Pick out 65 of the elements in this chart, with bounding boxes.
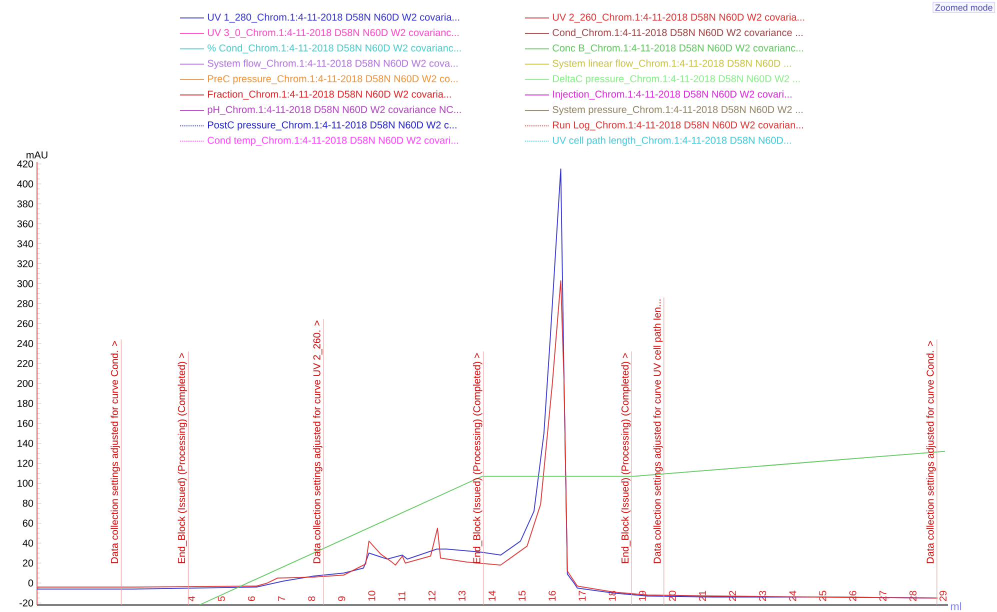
- ref-line-label: End_Block (Issued) (Processing) (Completed) >: [473, 353, 482, 564]
- y-tick-label: 200: [17, 380, 34, 388]
- y-tick-label: 140: [18, 440, 34, 447]
- y-tick-label: 0: [28, 580, 34, 587]
- legend-label: PostC pressure_Chrom.1:4-11-2018 D58N N60D W2 c...: [208, 121, 456, 130]
- x-tick-label: 12: [428, 590, 436, 601]
- x-tick-label: 14: [488, 590, 496, 601]
- legend-label: DeltaC pressure_Chrom.1:4-11-2018 D58N N60D W2 ...: [553, 74, 800, 84]
- y-tick-label: 420: [17, 160, 34, 168]
- ref-line-label: Data collection settings adjusted for curve Cond. >: [926, 341, 936, 564]
- legend-label: System linear flow_Chrom.1:4-11-2018 D58N N60D ...: [552, 60, 791, 69]
- legend-label: UV 3_0_Chrom.1:4-11-2018 D58N N60D W2 covarianc...: [208, 28, 459, 38]
- text: Zoomed mode: [935, 4, 992, 11]
- x-tick-label: 9: [338, 596, 346, 601]
- y-tick-label: -20: [20, 599, 34, 607]
- y-tick-label: 380: [17, 200, 34, 208]
- y-tick-label: 160: [18, 420, 34, 427]
- y-tick-label: 180: [18, 400, 34, 407]
- legend-label: Fraction_Chrom.1:4-11-2018 D58N N60D W2 covaria...: [208, 90, 451, 100]
- y-tick-label: 60: [22, 520, 34, 527]
- y-tick-label: 240: [17, 340, 34, 348]
- legend-label: Injection_Chrom.1:4-11-2018 D58N N60D W2 covari...: [553, 90, 792, 100]
- x-axis-title: ml: [950, 602, 962, 610]
- y-tick-label: 120: [18, 460, 34, 467]
- ref-line-label: End_Block (Issued) (Processing) (Completed) >: [621, 353, 631, 564]
- legend-label: Cond_Chrom.1:4-11-2018 D58N N60D W2 covariance ...: [552, 28, 802, 38]
- y-tick-label: 260: [17, 320, 34, 328]
- y-tick-label: 320: [17, 260, 34, 268]
- y-tick-label: 220: [17, 360, 34, 368]
- ref-line-label: Data collection settings adjusted for curve Cond. >: [110, 341, 120, 564]
- legend-label: UV cell path length_Chrom.1:4-11-2018 D58N N60D...: [552, 136, 791, 146]
- y-tick-label: 300: [17, 280, 34, 288]
- legend-label: UV 2_260_Chrom.1:4-11-2018 D58N N60D W2 covaria...: [552, 13, 804, 23]
- legend-label: System pressure_Chrom.1:4-11-2018 D58N N60D W2 ...: [552, 106, 802, 116]
- ref-line-label: End_Block (Issued) (Processing) (Completed) >: [178, 353, 188, 564]
- y-tick-label: 20: [22, 560, 34, 567]
- legend-label: pH_Chrom.1:4-11-2018 D58N N60D W2 covariance NC...: [208, 106, 461, 116]
- x-tick-label: 16: [548, 590, 556, 601]
- y-tick-label: 80: [22, 500, 34, 507]
- x-tick-label: 6: [248, 596, 256, 601]
- legend-label: PreC pressure_Chrom.1:4-11-2018 D58N N60D W2 co...: [208, 74, 458, 84]
- legend-label: Cond temp_Chrom.1:4-11-2018 D58N N60D W2 covari...: [208, 136, 458, 146]
- x-tick-label: 29: [939, 590, 947, 601]
- ref-line-label: Data collection settings adjusted for curve UV cell path len...: [653, 300, 663, 564]
- y-tick-label: 280: [17, 300, 34, 308]
- legend-label: Run Log_Chrom.1:4-11-2018 D58N N60D W2 covarian...: [553, 121, 804, 130]
- legend-label: Conc B_Chrom.1:4-11-2018 D58N N60D W2 covarianc...: [552, 44, 804, 54]
- x-tick-label: 15: [518, 590, 526, 601]
- x-tick-label: 11: [398, 592, 406, 601]
- x-tick-label: 13: [458, 590, 466, 601]
- legend-label: % Cond_Chrom.1:4-11-2018 D58N N60D W2 covarianc...: [208, 44, 461, 54]
- y-tick-label: 360: [17, 220, 34, 228]
- x-tick-label: 10: [368, 590, 376, 601]
- ref-line-label: Data collection settings adjusted for curve UV 2_260. >: [313, 320, 322, 564]
- y-tick-label: 100: [18, 480, 34, 487]
- x-tick-label: 8: [308, 596, 316, 602]
- y-tick-label: 40: [22, 540, 34, 547]
- legend-label: System flow_Chrom.1:4-11-2018 D58N N60D W2 cova...: [208, 60, 458, 69]
- x-tick-label: 17: [578, 590, 586, 601]
- x-tick-label: 5: [218, 596, 225, 602]
- y-tick-label: 340: [17, 240, 34, 248]
- y-axis-title: mAU: [26, 152, 48, 158]
- x-tick-label: 7: [278, 596, 285, 601]
- y-tick-label: 400: [17, 180, 34, 188]
- legend-label: UV 1_280_Chrom.1:4-11-2018 D58N N60D W2 covaria...: [208, 13, 460, 23]
